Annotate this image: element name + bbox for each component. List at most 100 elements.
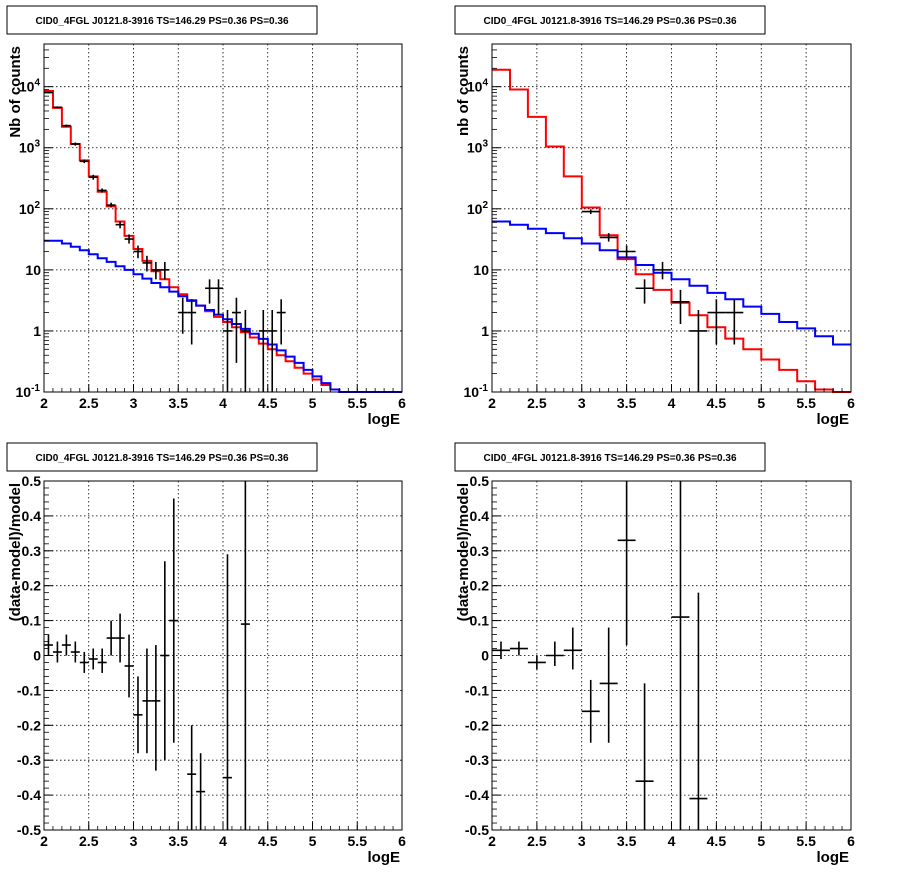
x-tick-label: 4.5 xyxy=(258,833,278,849)
title-box xyxy=(6,442,318,472)
data-point xyxy=(689,310,708,392)
x-tick-label: 3.5 xyxy=(617,395,637,411)
x-tick-label: 2.5 xyxy=(79,833,99,849)
data-point xyxy=(527,655,546,670)
x-tick-label: 5 xyxy=(309,395,317,411)
x-tick-label: 2 xyxy=(40,833,48,849)
y-tick-label: 104 xyxy=(19,78,41,95)
y-tick-label: 10-1 xyxy=(464,383,489,400)
data-point xyxy=(545,641,564,666)
chart-title: CID0_4FGL J0121.8-3916 TS=146.29 PS=0.36… xyxy=(35,453,288,464)
data-point xyxy=(61,634,71,656)
x-tick-label: 4.5 xyxy=(707,395,727,411)
y-tick-label: -0.1 xyxy=(465,682,489,698)
x-tick-label: 4.5 xyxy=(258,395,278,411)
y-tick-label: 0.4 xyxy=(470,508,490,524)
data-point xyxy=(97,648,107,673)
data-point xyxy=(169,498,179,743)
grid xyxy=(44,44,402,392)
y-tick-label: 0 xyxy=(33,648,41,664)
data-point xyxy=(214,279,223,316)
title-box xyxy=(454,442,766,472)
x-tick-label: 3 xyxy=(578,395,586,411)
y-tick-label: -0.3 xyxy=(17,752,41,768)
y-axis-label: Nb of counts xyxy=(7,46,24,138)
data-point xyxy=(707,299,726,345)
x-tick-label: 5 xyxy=(757,395,765,411)
title-box xyxy=(6,5,318,35)
model-step-line-total xyxy=(44,90,402,393)
data-point xyxy=(635,279,654,304)
x-axis-label: logE xyxy=(817,849,850,866)
data-point xyxy=(617,245,636,259)
y-tick-label: 0.2 xyxy=(22,578,42,594)
panel-3: CID0_4FGL J0121.8-3916 TS=146.29 PS=0.36… xyxy=(6,442,406,866)
y-tick-label: 0.5 xyxy=(22,473,42,489)
y-tick-label: -0.5 xyxy=(17,822,41,838)
panel-2: CID0_4FGL J0121.8-3916 TS=146.29 PS=0.36… xyxy=(454,5,855,428)
x-tick-label: 5.5 xyxy=(796,395,816,411)
x-tick-label: 2 xyxy=(488,833,496,849)
y-axis-label: (data-model)/model xyxy=(455,483,472,621)
x-tick-label: 3.5 xyxy=(169,833,189,849)
data-point xyxy=(276,299,286,345)
data-point xyxy=(635,683,654,830)
y-tick-label: -0.1 xyxy=(17,682,41,698)
data-point xyxy=(88,174,98,180)
x-tick-label: 2.5 xyxy=(79,395,99,411)
panel-1: CID0_4FGL J0121.8-3916 TS=146.29 PS=0.36… xyxy=(6,5,406,428)
x-axis-label: logE xyxy=(368,849,401,866)
y-axis-label: nb of counts xyxy=(455,46,472,136)
data-points xyxy=(581,209,744,392)
data-point xyxy=(509,641,528,656)
data-point xyxy=(52,106,62,109)
data-point xyxy=(205,279,215,304)
y-tick-label: -0.4 xyxy=(465,787,489,803)
chart-title: CID0_4FGL J0121.8-3916 TS=146.29 PS=0.36… xyxy=(483,453,736,464)
x-tick-label: 4 xyxy=(219,833,227,849)
data-point xyxy=(223,554,232,830)
y-tick-label: 10 xyxy=(25,262,41,278)
data-point xyxy=(52,641,62,663)
x-tick-label: 3.5 xyxy=(617,833,637,849)
y-tick-label: 10-1 xyxy=(16,383,41,400)
x-tick-label: 6 xyxy=(847,395,855,411)
data-point xyxy=(671,481,690,830)
data-point xyxy=(88,648,98,670)
data-points xyxy=(44,91,286,392)
x-tick-label: 3.5 xyxy=(169,395,189,411)
x-tick-label: 6 xyxy=(847,833,855,849)
data-point xyxy=(187,725,197,830)
x-tick-label: 4 xyxy=(668,833,676,849)
x-tick-label: 3 xyxy=(130,395,138,411)
data-point xyxy=(44,634,53,656)
data-point xyxy=(160,261,170,280)
data-point xyxy=(196,753,206,830)
grid xyxy=(492,44,851,392)
data-point xyxy=(223,310,232,392)
model-step-line-background xyxy=(492,220,851,346)
y-tick-label: -0.5 xyxy=(465,822,489,838)
data-point xyxy=(599,627,618,743)
data-point xyxy=(725,299,744,345)
x-axis-label: logE xyxy=(817,411,850,428)
data-point xyxy=(151,645,161,771)
y-tick-label: 0.3 xyxy=(470,543,490,559)
data-point xyxy=(492,641,510,659)
data-point xyxy=(160,561,170,761)
data-point xyxy=(240,310,250,392)
data-point xyxy=(79,652,89,673)
title-box xyxy=(454,5,766,35)
data-point xyxy=(581,209,600,215)
data-point xyxy=(151,261,161,280)
data-point xyxy=(653,261,672,280)
x-tick-label: 2 xyxy=(40,395,48,411)
data-point xyxy=(258,310,268,392)
data-point xyxy=(178,297,188,334)
y-tick-label: -0.2 xyxy=(17,717,41,733)
x-tick-label: 2 xyxy=(488,395,496,411)
data-point xyxy=(617,481,636,646)
y-tick-label: 1 xyxy=(481,323,489,339)
y-tick-label: 0.4 xyxy=(22,508,42,524)
